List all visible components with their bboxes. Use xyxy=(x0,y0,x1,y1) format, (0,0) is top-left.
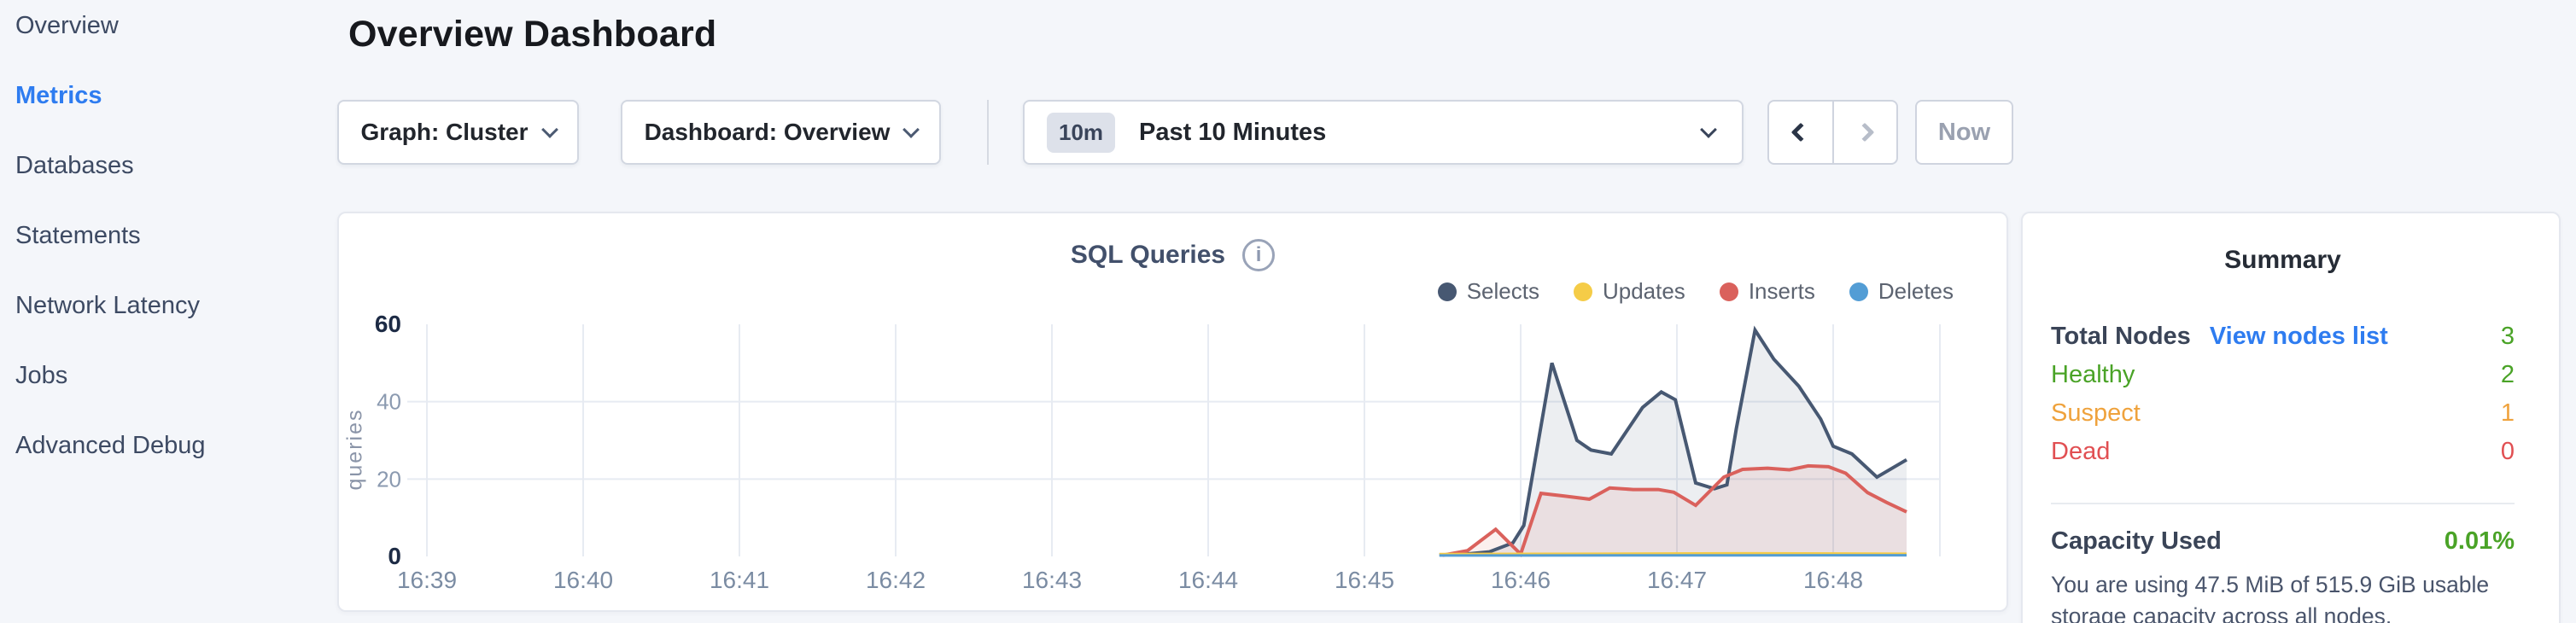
dead-label: Dead xyxy=(2051,438,2111,465)
svg-text:16:41: 16:41 xyxy=(710,567,769,593)
svg-text:16:43: 16:43 xyxy=(1022,567,1082,593)
total-nodes-label: Total Nodes xyxy=(2051,323,2191,350)
page-title: Overview Dashboard xyxy=(348,14,717,55)
prev-time-button[interactable] xyxy=(1769,102,1832,163)
legend-dot-icon xyxy=(1437,282,1457,301)
dead-nodes-row: Dead 0 xyxy=(2051,433,2515,471)
chevron-right-icon xyxy=(1855,122,1875,143)
legend-label: Selects xyxy=(1466,278,1539,304)
sidebar-item-metrics[interactable]: Metrics xyxy=(15,82,102,109)
svg-text:16:44: 16:44 xyxy=(1178,567,1238,593)
dead-value: 0 xyxy=(2500,438,2515,465)
dashboard-dropdown-label: Dashboard: Overview xyxy=(644,119,891,145)
legend-label: Deletes xyxy=(1878,278,1954,304)
svg-text:16:47: 16:47 xyxy=(1647,567,1707,593)
time-window-label: Past 10 Minutes xyxy=(1139,118,1327,146)
legend-item-selects: Selects xyxy=(1437,278,1539,305)
svg-text:60: 60 xyxy=(375,311,401,337)
sidebar-item-statements[interactable]: Statements xyxy=(15,222,141,249)
legend-item-inserts: Inserts xyxy=(1719,278,1815,305)
chevron-down-icon xyxy=(1700,120,1717,138)
time-step-buttons xyxy=(1767,100,1898,165)
time-window-badge: 10m xyxy=(1047,112,1116,153)
graph-dropdown-label: Graph: Cluster xyxy=(360,119,529,145)
svg-text:16:40: 16:40 xyxy=(553,567,613,593)
info-icon[interactable]: i xyxy=(1242,239,1276,271)
sidebar-item-overview[interactable]: Overview xyxy=(15,12,119,39)
sidebar-item-advanced-debug[interactable]: Advanced Debug xyxy=(15,432,206,459)
view-nodes-list-link[interactable]: View nodes list xyxy=(2209,323,2388,350)
capacity-label: Capacity Used xyxy=(2051,527,2222,555)
svg-text:40: 40 xyxy=(377,389,401,415)
svg-text:16:45: 16:45 xyxy=(1335,567,1394,593)
svg-text:16:42: 16:42 xyxy=(866,567,926,593)
svg-text:20: 20 xyxy=(377,466,401,492)
sql-queries-plot: 16:39 16:40 16:41 16:42 16:43 16:44 16:45 16:46… xyxy=(375,311,1941,593)
chevron-down-icon xyxy=(540,120,558,138)
chevron-left-icon xyxy=(1790,122,1811,143)
capacity-description: You are using 47.5 MiB of 515.9 GiB usab… xyxy=(2051,572,2490,623)
legend-item-updates: Updates xyxy=(1573,278,1685,305)
healthy-value: 2 xyxy=(2500,361,2515,388)
legend-dot-icon xyxy=(1719,282,1738,301)
healthy-label: Healthy xyxy=(2051,361,2135,388)
svg-text:16:48: 16:48 xyxy=(1803,567,1863,593)
sidebar-item-jobs[interactable]: Jobs xyxy=(15,362,68,389)
controls-divider xyxy=(987,100,989,165)
chevron-down-icon xyxy=(902,120,920,138)
capacity-value: 0.01% xyxy=(2444,527,2515,555)
total-nodes-value: 3 xyxy=(2500,323,2515,350)
sidebar: Overview Metrics Databases Statements Ne… xyxy=(0,9,337,498)
svg-text:16:46: 16:46 xyxy=(1491,567,1551,593)
summary-panel: Summary Total Nodes View nodes list 3 He… xyxy=(2021,212,2561,623)
time-range-selector[interactable]: 10m Past 10 Minutes xyxy=(1023,100,1744,165)
legend-label: Inserts xyxy=(1748,278,1815,304)
suspect-label: Suspect xyxy=(2051,399,2141,427)
legend-label: Updates xyxy=(1602,278,1685,304)
total-nodes-row: Total Nodes View nodes list 3 xyxy=(2051,317,2515,356)
sql-queries-chart-card: SQL Queries i Selects Updates Inserts Delet… xyxy=(337,212,2008,612)
graph-dropdown[interactable]: Graph: Cluster xyxy=(337,100,579,165)
chart-title: SQL Queries xyxy=(1070,241,1226,269)
next-time-button[interactable] xyxy=(1831,102,1897,163)
dashboard-dropdown[interactable]: Dashboard: Overview xyxy=(621,100,941,165)
healthy-nodes-row: Healthy 2 xyxy=(2051,356,2515,394)
now-button[interactable]: Now xyxy=(1915,100,2013,165)
capacity-row: Capacity Used 0.01% xyxy=(2051,527,2515,556)
legend-dot-icon xyxy=(1573,282,1592,301)
legend-dot-icon xyxy=(1849,282,1868,301)
svg-text:0: 0 xyxy=(388,543,401,569)
summary-divider xyxy=(2051,503,2515,504)
sidebar-item-databases[interactable]: Databases xyxy=(15,152,134,179)
chart-legend: Selects Updates Inserts Deletes xyxy=(1437,278,1954,305)
legend-item-deletes: Deletes xyxy=(1849,278,1954,305)
suspect-nodes-row: Suspect 1 xyxy=(2051,394,2515,433)
summary-title: Summary xyxy=(2224,246,2341,274)
suspect-value: 1 xyxy=(2500,399,2515,427)
svg-text:16:39: 16:39 xyxy=(397,567,457,593)
sidebar-item-network-latency[interactable]: Network Latency xyxy=(15,292,200,319)
